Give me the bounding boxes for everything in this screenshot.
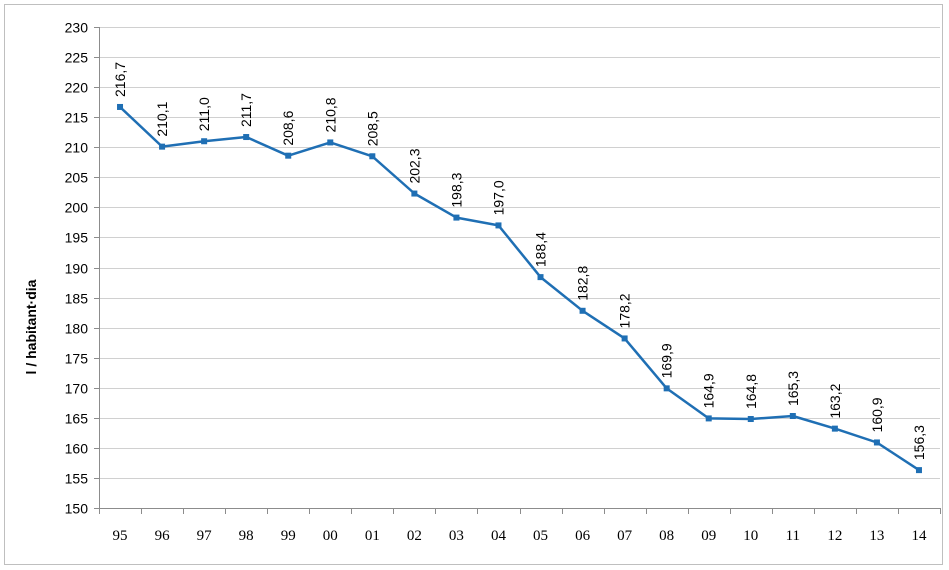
data-labels: 216,7 210,1 211,0 211,7 208,6 210,8 208,5 202,3…: [112, 62, 927, 460]
y-tick-label: 220: [65, 80, 89, 96]
y-tick-label: 165: [65, 411, 89, 427]
data-label: 164,8: [743, 374, 759, 409]
x-tick-label: 01: [365, 528, 380, 544]
data-label: 165,3: [785, 371, 801, 406]
data-point: [663, 385, 670, 392]
data-label: 211,7: [238, 93, 254, 127]
y-axis-title: l / habitant·dia: [23, 279, 39, 374]
y-tick-label: 225: [65, 50, 89, 66]
x-tick-labels: 95 96 97 98 99 00 01 02 03 04 05 06 07 08 09 10 11 12 13 14: [113, 528, 927, 544]
data-point: [411, 190, 418, 197]
x-tick-label: 00: [323, 528, 338, 544]
x-tick-label: 97: [197, 528, 213, 544]
data-point: [243, 134, 250, 141]
data-label: 169,9: [659, 343, 675, 378]
axes: [99, 27, 941, 514]
data-label: 163,2: [827, 383, 843, 418]
y-tick-labels: 150 155 160 165 170 175 180 185 190 195 200 205 210 2…: [65, 20, 89, 517]
x-tick-label: 11: [786, 528, 800, 544]
data-point: [495, 222, 502, 229]
y-tick-label: 170: [65, 381, 89, 397]
data-label: 211,0: [196, 97, 212, 131]
y-tick-label: 210: [65, 140, 89, 156]
y-tick-label: 200: [65, 200, 89, 216]
data-label: 156,3: [911, 425, 927, 460]
data-point: [159, 143, 166, 150]
data-point: [369, 153, 376, 160]
data-point: [915, 467, 922, 474]
data-label: 210,1: [154, 101, 170, 136]
data-point: [453, 214, 460, 221]
data-point: [117, 103, 124, 110]
data-point: [873, 439, 880, 446]
x-tick-label: 06: [575, 528, 591, 544]
x-tick-label: 05: [533, 528, 548, 544]
chart-frame: [4, 4, 943, 565]
series-line: [119, 106, 920, 472]
data-label: 208,6: [280, 110, 296, 145]
x-tick-label: 13: [869, 528, 884, 544]
y-tick-label: 160: [65, 441, 89, 457]
x-tick-label: 02: [407, 528, 422, 544]
y-tick-label: 205: [65, 170, 89, 186]
data-point: [831, 425, 838, 432]
gridlines: [94, 27, 940, 509]
y-tick-label: 185: [65, 291, 89, 307]
y-tick-label: 190: [65, 261, 89, 277]
series: [117, 103, 922, 474]
data-label: 188,4: [533, 232, 549, 267]
data-label: 210,8: [322, 97, 338, 132]
y-tick-label: 195: [65, 230, 89, 246]
x-tick-label: 99: [281, 528, 296, 544]
data-point: [621, 335, 628, 342]
y-tick-label: 175: [65, 351, 89, 367]
x-tick-label: 09: [701, 528, 716, 544]
y-tick-label: 155: [65, 471, 89, 487]
data-point: [579, 307, 586, 314]
data-point: [747, 416, 754, 423]
data-point: [285, 152, 292, 159]
x-tick-label: 04: [491, 528, 507, 544]
y-tick-label: 215: [65, 110, 89, 126]
data-label: 216,7: [112, 62, 128, 97]
x-tick-label: 10: [743, 528, 758, 544]
data-label: 202,3: [406, 148, 422, 183]
data-label: 164,9: [701, 373, 717, 408]
x-tick-label: 08: [659, 528, 674, 544]
data-label: 160,9: [869, 397, 885, 432]
data-label: 178,2: [617, 293, 633, 328]
data-point: [537, 274, 544, 281]
x-tick-label: 14: [911, 528, 927, 544]
data-point: [327, 139, 334, 146]
data-label: 208,5: [364, 111, 380, 146]
y-tick-label: 230: [65, 20, 89, 36]
data-point: [789, 413, 796, 420]
data-point: [201, 138, 208, 145]
y-tick-label: 180: [65, 321, 89, 337]
data-point: [705, 415, 712, 422]
x-tick-label: 12: [827, 528, 842, 544]
x-tick-label: 98: [239, 528, 254, 544]
data-label: 182,8: [575, 266, 591, 301]
data-label: 198,3: [448, 172, 464, 207]
x-tick-label: 95: [113, 528, 128, 544]
x-tick-label: 03: [449, 528, 464, 544]
x-tick-label: 96: [155, 528, 171, 544]
data-label: 197,0: [490, 180, 506, 215]
y-tick-label: 150: [65, 501, 89, 517]
x-tick-label: 07: [617, 528, 633, 544]
